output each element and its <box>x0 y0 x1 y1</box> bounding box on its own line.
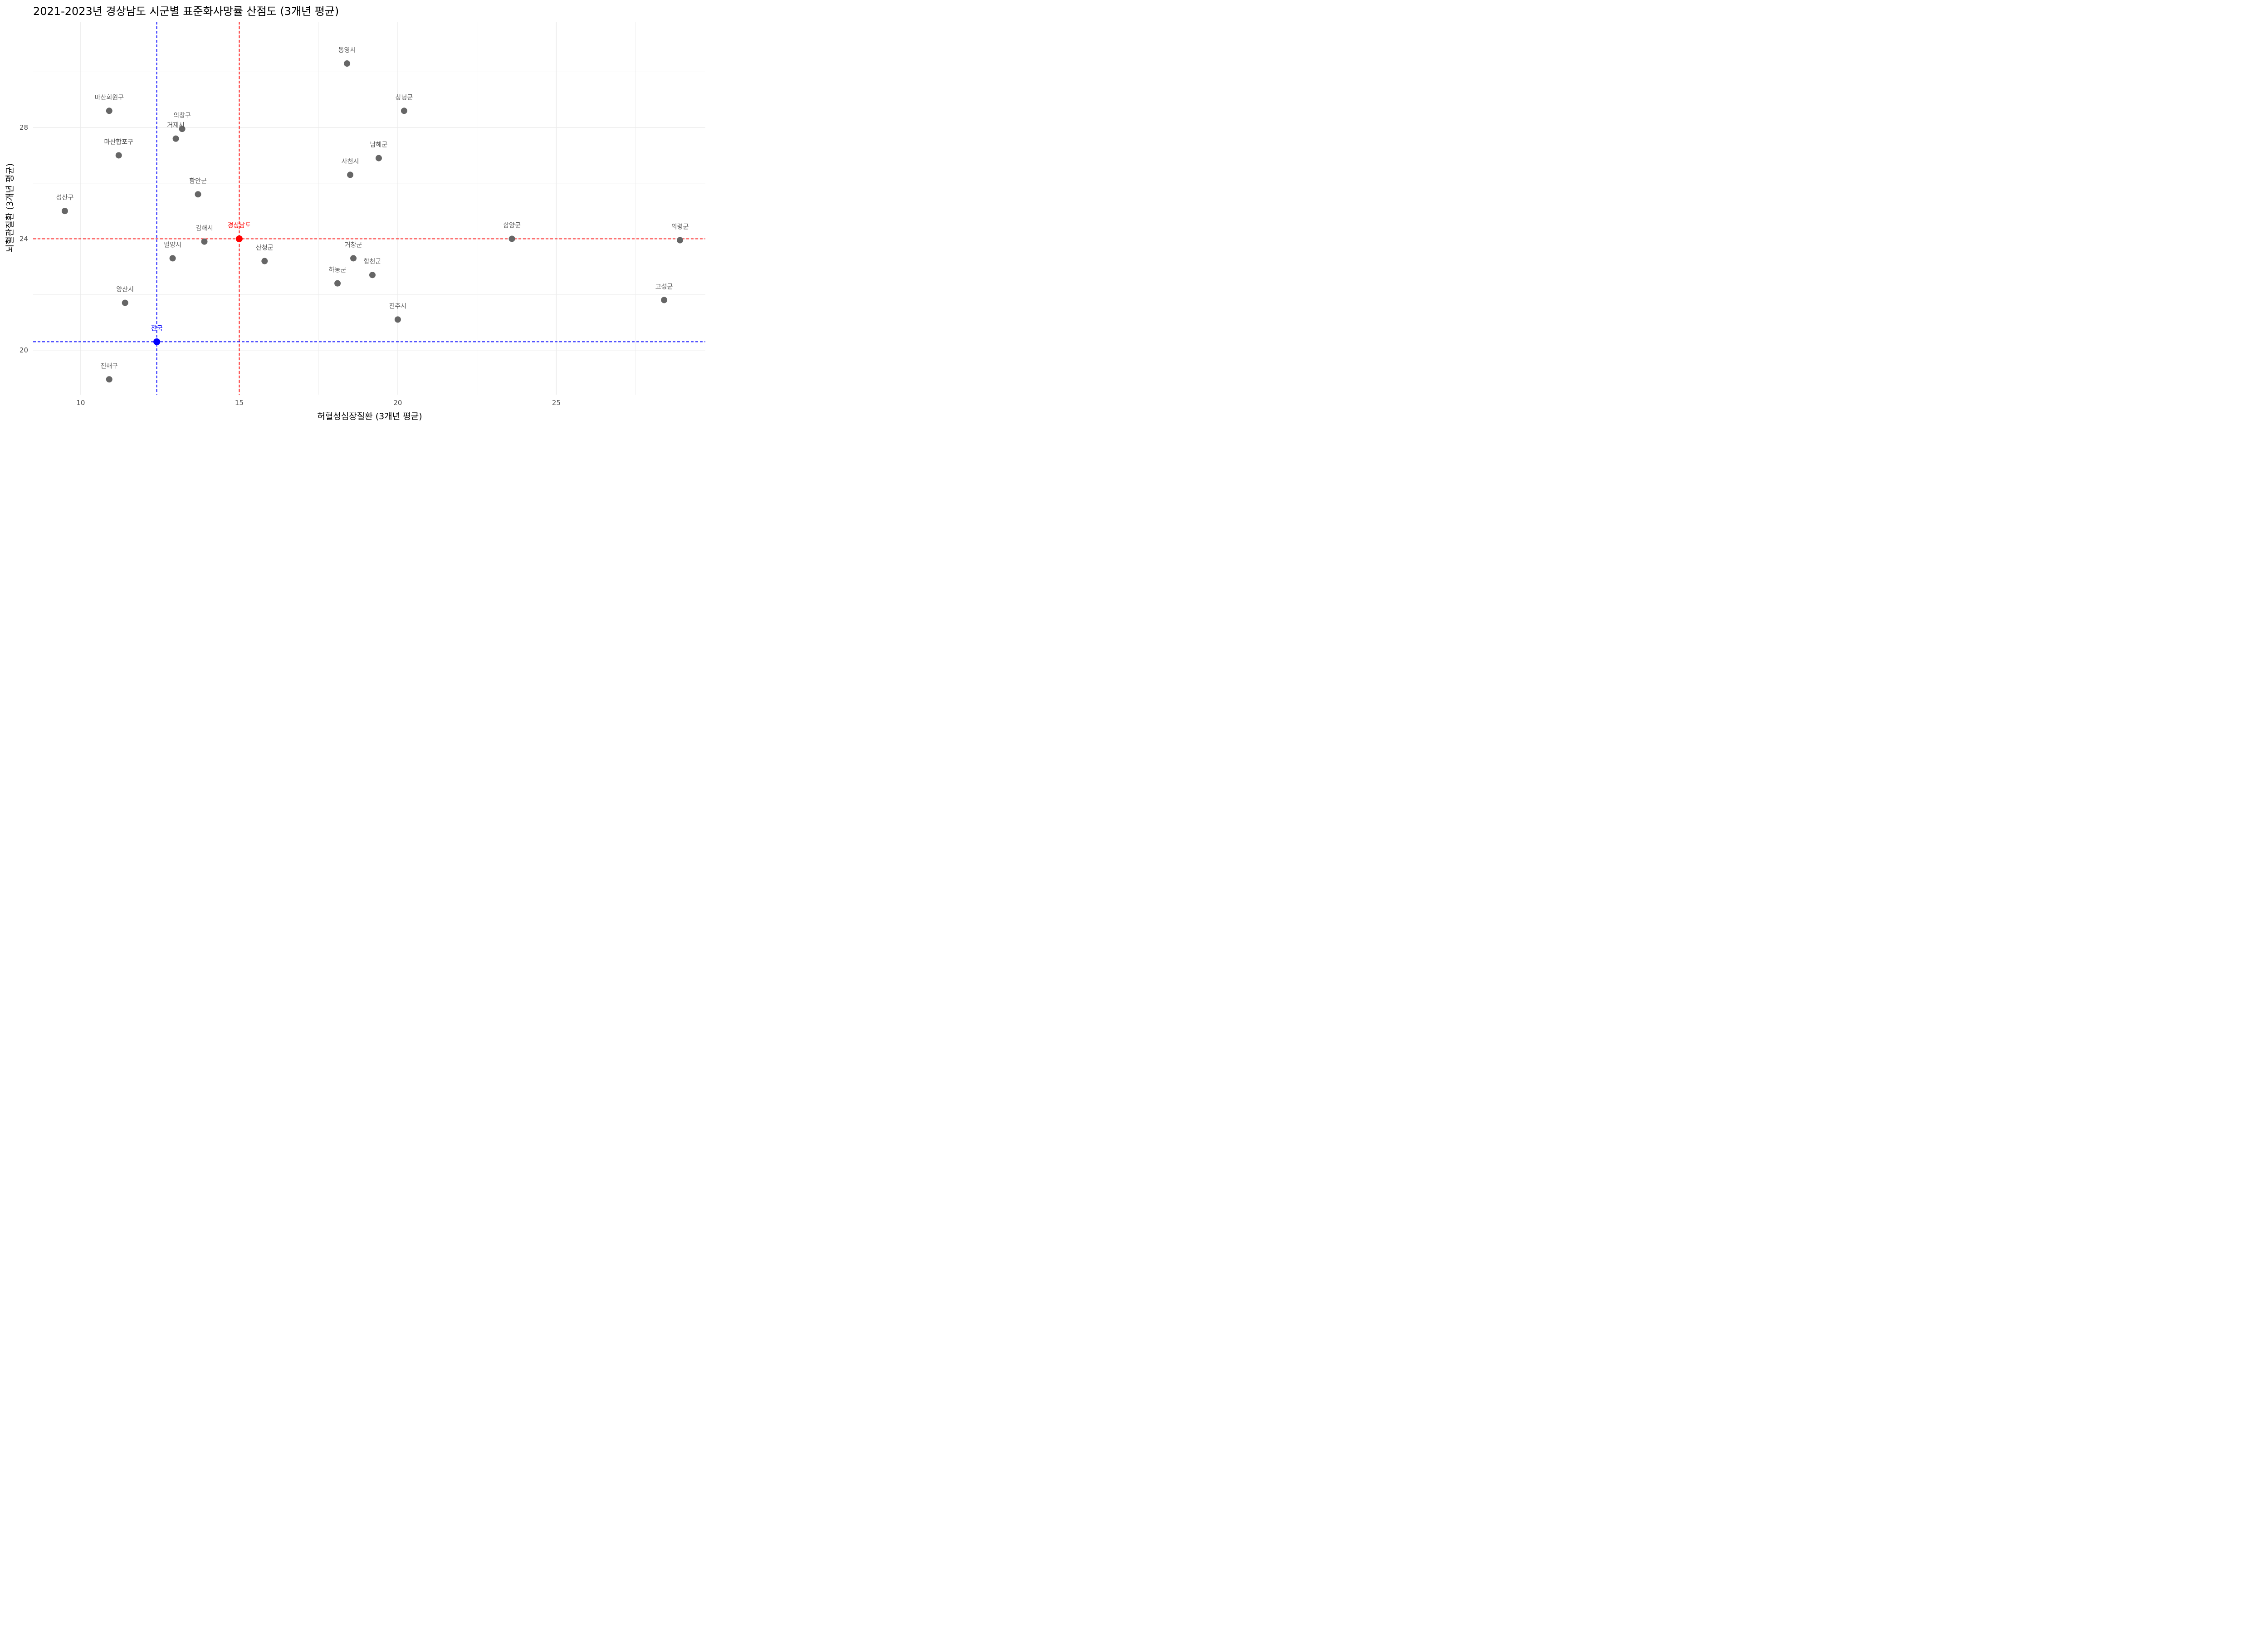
data-point <box>106 376 112 383</box>
data-point <box>195 191 201 198</box>
y-axis-title: 뇌혈관질환 (3개년 평균) <box>5 163 15 252</box>
x-tick-label: 15 <box>235 399 244 407</box>
reference-lines <box>33 22 705 395</box>
chart-title: 2021-2023년 경상남도 시군별 표준화사망률 산점도 (3개년 평균) <box>33 5 339 18</box>
data-point-label: 밀양시 <box>164 241 181 249</box>
data-point-label: 남해군 <box>370 142 388 149</box>
data-point-label: 함양군 <box>503 222 521 229</box>
data-point <box>401 108 407 114</box>
data-point-label: 고성군 <box>655 283 673 290</box>
data-point-label: 거창군 <box>345 241 362 249</box>
scatter-chart: 2021-2023년 경상남도 시군별 표준화사망률 산점도 (3개년 평균) … <box>5 5 705 421</box>
data-point-label: 마산회원구 <box>95 94 124 101</box>
data-point <box>172 135 179 142</box>
data-point <box>369 272 376 279</box>
data-point-label: 통영시 <box>338 47 356 54</box>
data-point <box>350 255 357 262</box>
data-point-label: 마산합포구 <box>104 138 134 146</box>
data-point <box>661 297 668 303</box>
data-point <box>261 258 268 264</box>
data-point <box>122 299 128 306</box>
data-point-label: 김해시 <box>196 225 213 232</box>
x-tick-label: 20 <box>393 399 402 407</box>
y-tick-label: 24 <box>20 235 28 243</box>
reference-point-label: 전국 <box>151 325 163 332</box>
data-point <box>347 171 354 178</box>
data-point <box>61 208 68 215</box>
reference-point <box>235 235 243 242</box>
data-point <box>179 126 186 132</box>
data-points <box>61 60 684 383</box>
x-tick-label: 10 <box>76 399 85 407</box>
data-point <box>201 238 208 245</box>
data-point-label: 합천군 <box>364 258 381 265</box>
data-point-label: 의령군 <box>671 224 689 231</box>
data-point-label: 진해구 <box>100 362 118 370</box>
data-point-label: 거제시 <box>167 122 185 129</box>
data-point <box>169 255 176 262</box>
reference-point-label: 경상남도 <box>228 222 251 229</box>
data-point <box>508 235 515 242</box>
data-point <box>677 237 684 244</box>
data-point-label: 사천시 <box>342 158 359 165</box>
data-point <box>334 280 341 287</box>
x-tick-label: 25 <box>552 399 561 407</box>
data-point <box>375 155 382 161</box>
axis-ticks: 10 15 20 25 20 24 28 <box>20 123 561 407</box>
data-point <box>394 316 401 323</box>
data-point-label: 산청군 <box>256 244 274 252</box>
grid-lines <box>33 22 705 395</box>
data-point-label: 진주시 <box>389 303 407 310</box>
data-point <box>344 60 351 67</box>
data-point <box>115 152 122 159</box>
data-point-label: 양산시 <box>116 286 134 293</box>
data-point-label: 성산구 <box>56 194 74 201</box>
data-point-label: 창녕군 <box>396 94 413 101</box>
y-tick-label: 20 <box>20 346 28 354</box>
data-point-label: 의창구 <box>173 112 191 119</box>
y-tick-label: 28 <box>20 123 28 132</box>
reference-point <box>153 338 161 345</box>
x-axis-title: 허혈성심장질환 (3개년 평균) <box>317 411 422 421</box>
data-point <box>106 108 112 114</box>
data-point-label: 함안군 <box>189 177 207 185</box>
data-point-label: 하동군 <box>329 267 347 274</box>
